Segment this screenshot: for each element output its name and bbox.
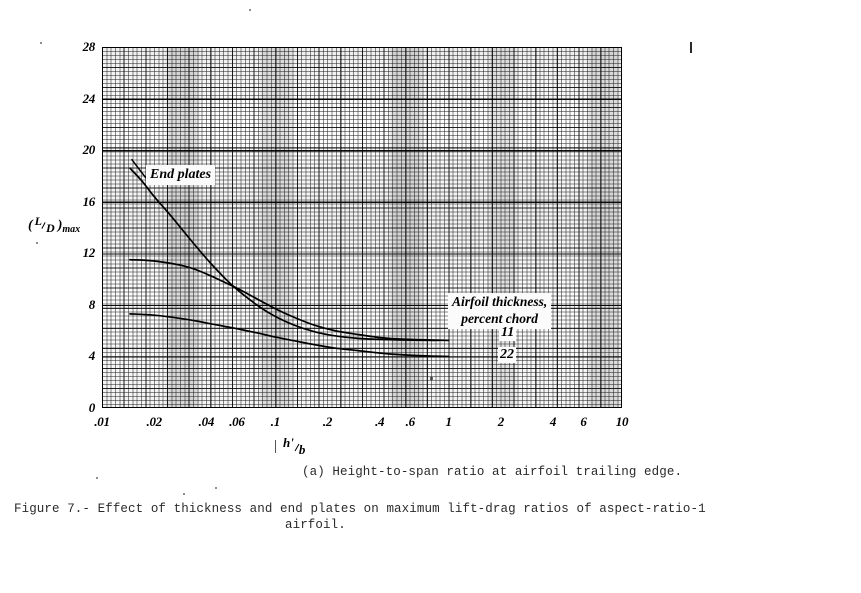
stray-tick-icon [275,440,276,453]
x-axis-title: h' b [275,435,308,457]
y-tick-label: 28 [82,39,96,54]
y-tick-label: 20 [82,142,96,158]
annotation-line-2: percent chord [461,310,539,326]
y-axis-subscript: max [62,224,81,235]
scan-speck [36,242,38,244]
scan-mottle-overlay [102,47,622,408]
x-tick-label: 4 [549,414,557,429]
x-tick-label: .01 [94,414,110,429]
chart-curves [129,158,450,358]
fraction-bar-icon [41,222,46,230]
x-tick-label: .06 [229,414,245,429]
annotation-airfoil-thickness: Airfoil thickness, percent chord [448,293,552,329]
x-tick-label: .4 [375,414,385,429]
figure-caption-line-1: Figure 7.- Effect of thickness and end p… [14,502,706,516]
x-tick-label: 2 [497,414,505,429]
x-axis-denominator: b [298,442,306,457]
x-tick-label: .1 [270,414,280,429]
figure-subcaption: (a) Height-to-span ratio at airfoil trai… [302,465,683,479]
x-tick-label: 1 [445,414,453,429]
chart-plot-area: End plates Airfoil thickness, percent ch… [102,47,622,408]
x-tick-label: .02 [146,414,162,429]
y-tick-label: 24 [82,90,96,106]
x-tick-label: .6 [405,414,415,429]
curve-label-11: 11 [499,325,517,341]
annotation-line-1: Airfoil thickness, [452,294,548,309]
y-axis-denominator: D [46,221,55,236]
x-tick-label: 6 [580,414,587,429]
margin-tick-mark [690,42,692,53]
y-axis-numerator: L [34,214,43,229]
x-axis-numerator: h' [283,435,294,450]
scan-speck [249,9,251,11]
curve-22 [129,313,450,358]
x-tick-label: .2 [322,414,333,429]
annotation-end-plates: End plates [146,165,216,185]
y-tick-label: 8 [88,296,96,312]
end-plates-leader-line [130,158,149,182]
grid-major-horizontal [102,47,622,408]
scan-speck [215,487,217,489]
x-tick-label: 10 [615,414,629,429]
scan-speck [40,42,42,44]
figure-caption-line-2: airfoil. [285,518,346,532]
y-tick-label: 12 [82,245,96,261]
y-tick-label: 0 [88,400,96,415]
scan-speck [96,477,98,479]
y-axis-title: (L D)max [28,214,81,236]
y-tick-label: 4 [88,348,96,364]
curve-label-22: 22 [498,347,516,363]
x-tick-label: .04 [198,414,215,429]
curve-end-plates [129,167,450,342]
y-tick-label: 16 [82,193,96,209]
scan-speck [183,493,185,495]
curve-11 [129,258,450,342]
